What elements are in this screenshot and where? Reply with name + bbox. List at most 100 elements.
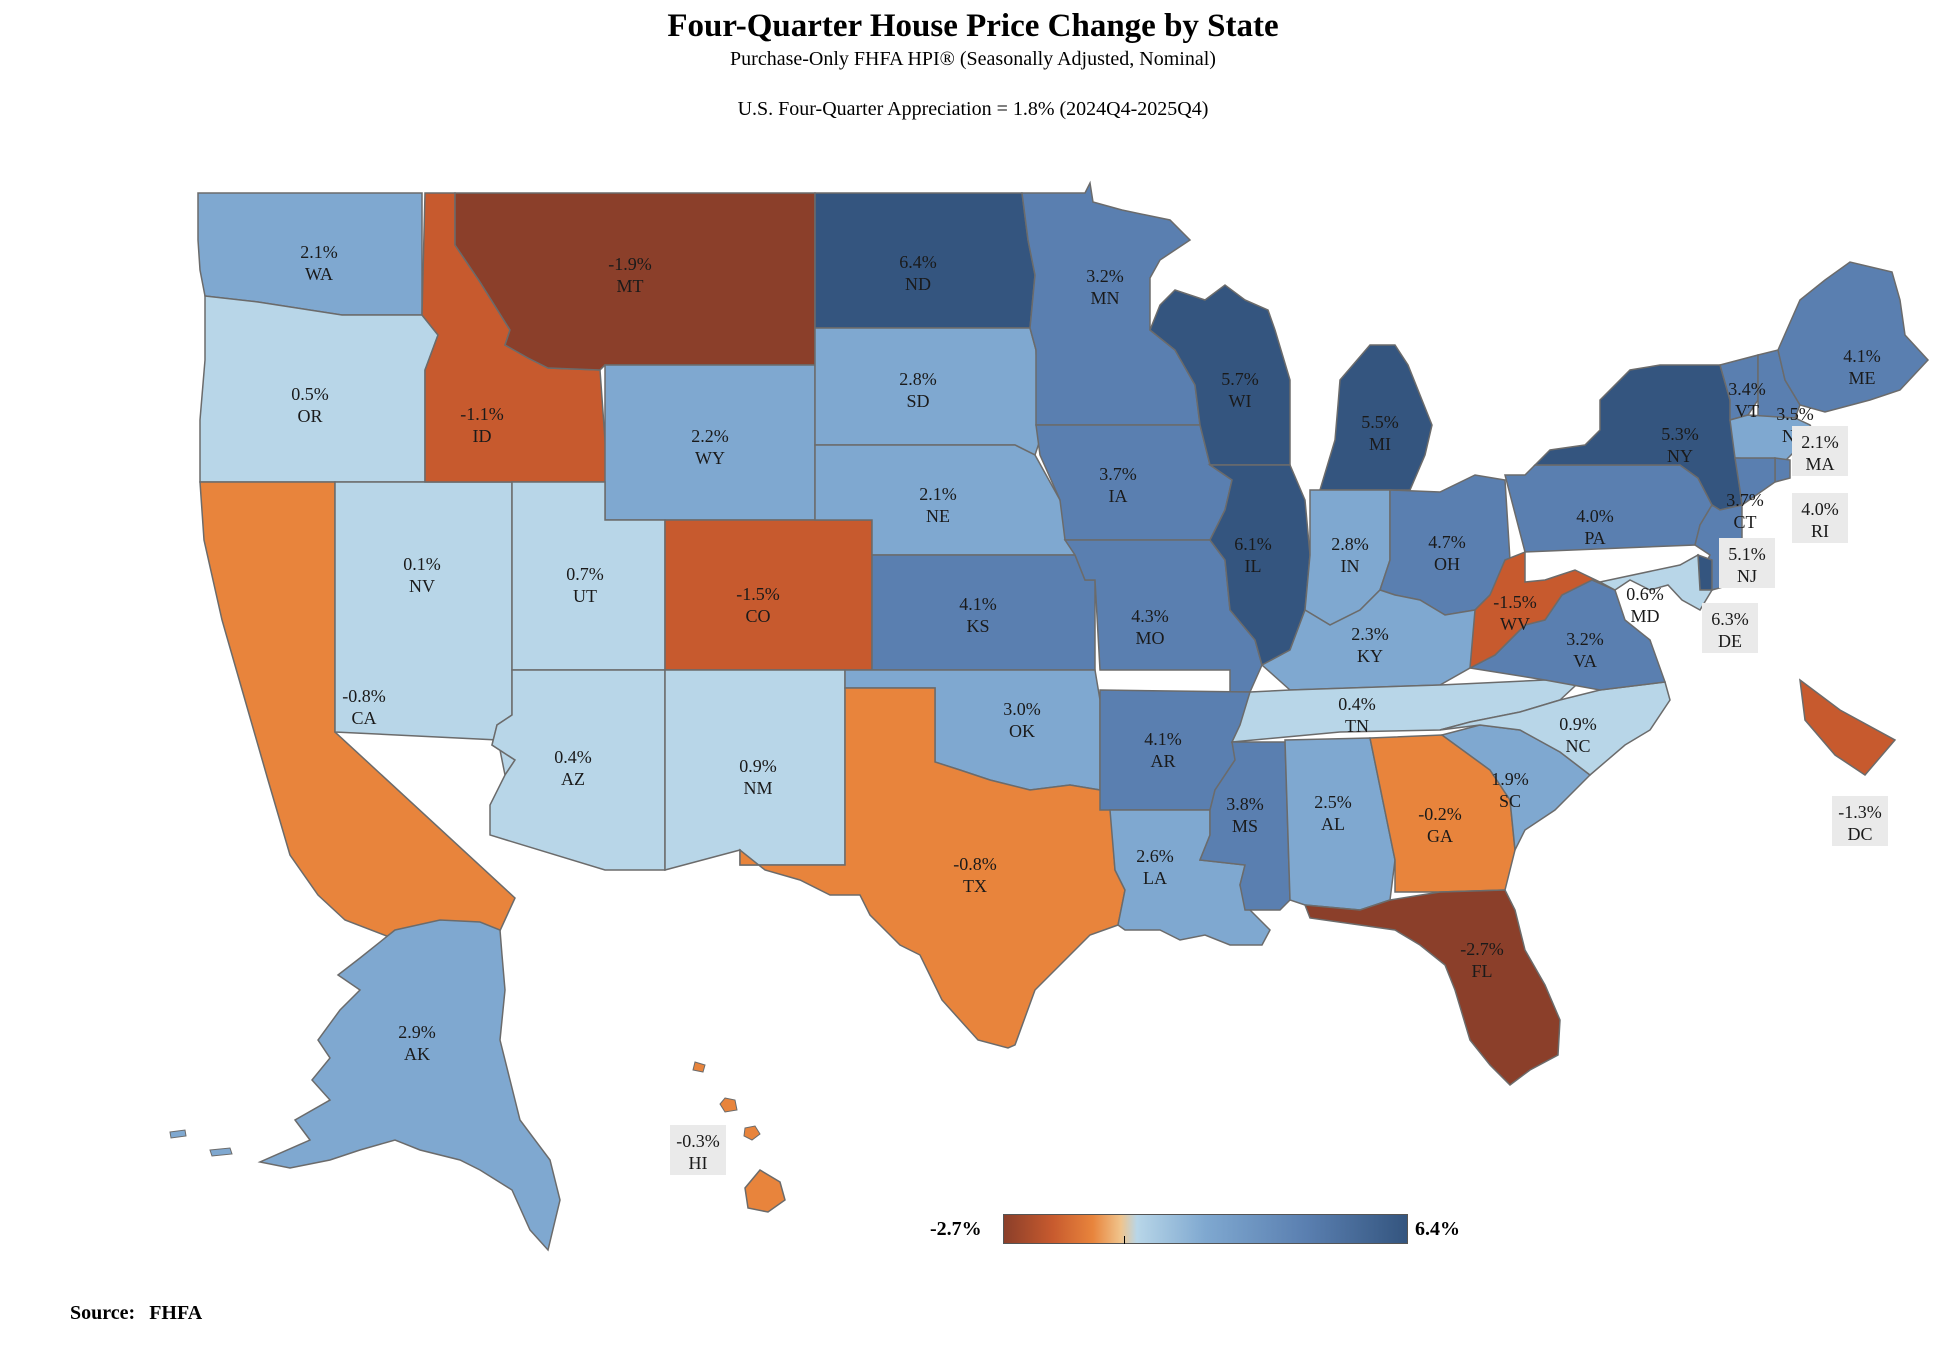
- state-abbr-ct: CT: [1733, 512, 1756, 532]
- state-value-me: 4.1%: [1843, 346, 1881, 366]
- state-abbr-wv: WV: [1500, 614, 1530, 634]
- state-wi: [1149, 284, 1291, 466]
- label-box-nj: [1719, 538, 1775, 588]
- state-abbr-dc: DC: [1847, 824, 1872, 844]
- state-abbr-va: VA: [1573, 651, 1597, 671]
- state-abbr-ar: AR: [1150, 751, 1175, 771]
- chart-subtitle: Purchase-Only FHFA HPI® (Seasonally Adju…: [730, 48, 1216, 70]
- state-abbr-az: AZ: [561, 769, 585, 789]
- state-me: [1777, 261, 1930, 413]
- state-value-sd: 2.8%: [899, 369, 937, 389]
- state-abbr-nv: NV: [409, 576, 435, 596]
- state-abbr-fl: FL: [1471, 961, 1492, 981]
- state-value-il: 6.1%: [1234, 534, 1272, 554]
- state-abbr-nc: NC: [1565, 736, 1590, 756]
- island-hi-1: [719, 1097, 738, 1113]
- state-abbr-vt: VT: [1735, 401, 1759, 421]
- state-abbr-ut: UT: [573, 586, 597, 606]
- state-value-fl: -2.7%: [1460, 939, 1504, 959]
- state-value-nj: 5.1%: [1728, 544, 1766, 564]
- legend-min-label: -2.7%: [930, 1218, 982, 1240]
- state-value-id: -1.1%: [460, 404, 504, 424]
- island-hi-2: [743, 1125, 761, 1141]
- state-abbr-or: OR: [297, 406, 322, 426]
- state-value-ne: 2.1%: [919, 484, 957, 504]
- state-value-la: 2.6%: [1136, 846, 1174, 866]
- state-value-ma: 2.1%: [1801, 432, 1839, 452]
- state-abbr-md: MD: [1630, 606, 1659, 626]
- legend-color-bar: [1003, 1214, 1408, 1244]
- state-abbr-wa: WA: [305, 264, 333, 284]
- state-value-ar: 4.1%: [1144, 729, 1182, 749]
- state-value-ca: -0.8%: [342, 686, 386, 706]
- state-ct: [1734, 457, 1776, 507]
- state-abbr-nd: ND: [905, 274, 931, 294]
- state-value-ri: 4.0%: [1801, 499, 1839, 519]
- state-abbr-ny: NY: [1667, 446, 1693, 466]
- state-abbr-hi: HI: [689, 1153, 708, 1173]
- state-abbr-nm: NM: [743, 778, 772, 798]
- state-value-oh: 4.7%: [1428, 532, 1466, 552]
- state-abbr-ky: KY: [1357, 646, 1383, 666]
- state-abbr-ak: AK: [404, 1044, 430, 1064]
- state-abbr-id: ID: [473, 426, 492, 446]
- state-abbr-la: LA: [1143, 868, 1167, 888]
- chart-title: Four-Quarter House Price Change by State: [667, 8, 1279, 44]
- state-value-co: -1.5%: [736, 584, 780, 604]
- source-note: Source: FHFA: [70, 1302, 202, 1325]
- state-value-nv: 0.1%: [403, 554, 441, 574]
- state-value-ut: 0.7%: [566, 564, 604, 584]
- state-abbr-sd: SD: [906, 391, 929, 411]
- state-value-ks: 4.1%: [959, 594, 997, 614]
- label-box-ri: [1792, 493, 1848, 543]
- state-value-al: 2.5%: [1314, 792, 1352, 812]
- state-abbr-mi: MI: [1369, 434, 1391, 454]
- state-hi: [744, 1169, 786, 1213]
- state-nc: [1439, 681, 1671, 776]
- state-abbr-sc: SC: [1499, 791, 1521, 811]
- state-ak: [257, 919, 561, 1252]
- label-box-de: [1702, 603, 1758, 653]
- state-abbr-nj: NJ: [1737, 566, 1757, 586]
- state-mi: [1318, 344, 1433, 491]
- state-value-wi: 5.7%: [1221, 369, 1259, 389]
- state-abbr-de: DE: [1718, 631, 1742, 651]
- legend-zero-tick: [1124, 1236, 1125, 1244]
- state-abbr-ms: MS: [1232, 816, 1258, 836]
- state-value-nc: 0.9%: [1559, 714, 1597, 734]
- state-abbr-wi: WI: [1229, 391, 1252, 411]
- state-value-ga: -0.2%: [1418, 804, 1462, 824]
- state-value-az: 0.4%: [554, 747, 592, 767]
- state-value-or: 0.5%: [291, 384, 329, 404]
- us-appreciation-note: U.S. Four-Quarter Appreciation = 1.8% (2…: [737, 98, 1209, 120]
- state-nv: [334, 481, 517, 777]
- state-abbr-mn: MN: [1090, 288, 1119, 308]
- state-value-ct: 3.7%: [1726, 490, 1764, 510]
- state-value-ia: 3.7%: [1099, 464, 1137, 484]
- state-value-mt: -1.9%: [608, 254, 652, 274]
- state-value-hi: -0.3%: [676, 1131, 720, 1151]
- state-value-sc: 1.9%: [1491, 769, 1529, 789]
- label-box-hi: [670, 1125, 726, 1175]
- state-value-vt: 3.4%: [1728, 379, 1766, 399]
- state-value-dc: -1.3%: [1838, 802, 1882, 822]
- state-value-ny: 5.3%: [1661, 424, 1699, 444]
- source-label: Source:: [70, 1302, 136, 1324]
- state-abbr-mt: MT: [617, 276, 644, 296]
- state-value-mi: 5.5%: [1361, 412, 1399, 432]
- state-abbr-ok: OK: [1009, 721, 1035, 741]
- state-abbr-in: IN: [1341, 556, 1360, 576]
- label-box-ma: [1792, 426, 1848, 476]
- state-abbr-oh: OH: [1434, 554, 1460, 574]
- state-value-va: 3.2%: [1566, 629, 1604, 649]
- state-value-ak: 2.9%: [398, 1022, 436, 1042]
- state-abbr-mo: MO: [1135, 628, 1164, 648]
- state-tx: [739, 687, 1126, 1049]
- state-value-wa: 2.1%: [300, 242, 338, 262]
- state-abbr-me: ME: [1849, 368, 1876, 388]
- legend-max-label: 6.4%: [1415, 1218, 1460, 1240]
- state-value-ok: 3.0%: [1003, 699, 1041, 719]
- state-value-nh: 3.5%: [1776, 404, 1814, 424]
- state-value-mn: 3.2%: [1086, 266, 1124, 286]
